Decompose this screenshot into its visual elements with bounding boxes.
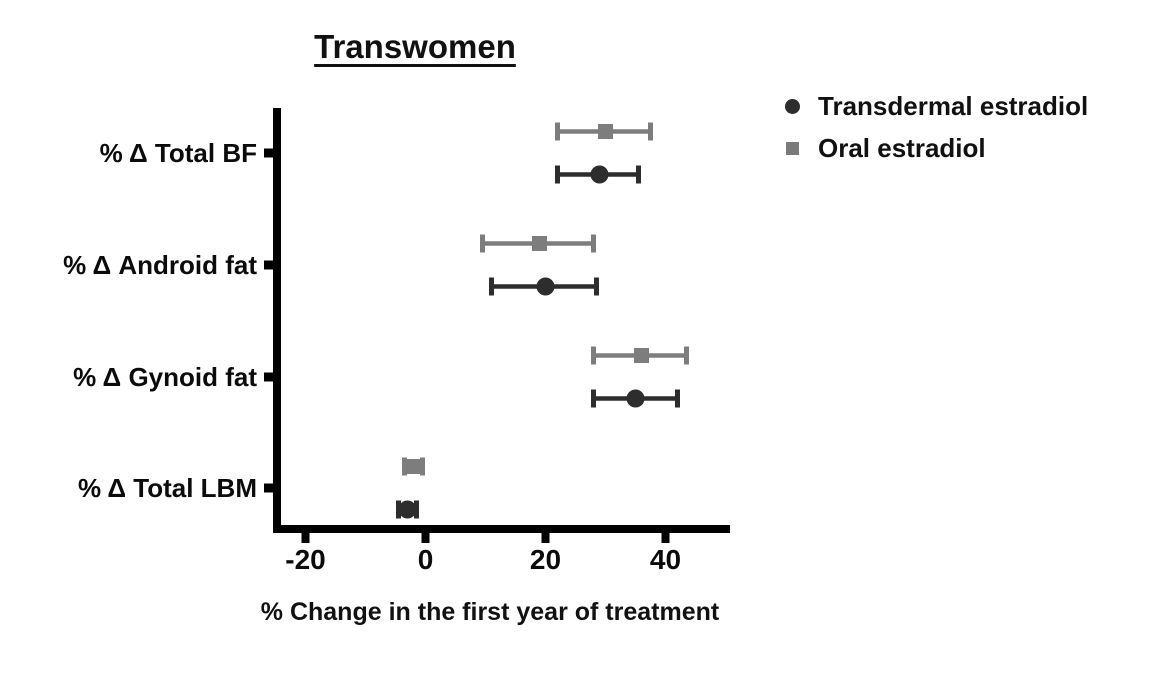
category-label: % Δ Total BF bbox=[100, 138, 257, 168]
x-axis-line bbox=[273, 525, 730, 533]
y-tick bbox=[264, 372, 273, 382]
y-tick bbox=[264, 260, 273, 270]
y-axis-line bbox=[273, 108, 281, 533]
circle-marker-icon bbox=[784, 98, 800, 114]
oral-estradiol-marker-icon bbox=[784, 132, 800, 164]
x-tick bbox=[421, 533, 430, 543]
data-point-square bbox=[406, 459, 421, 474]
square-marker-icon bbox=[785, 141, 799, 155]
chart-title: Transwomen bbox=[314, 28, 516, 65]
data-point-square bbox=[598, 124, 613, 139]
data-point-circle bbox=[626, 389, 645, 408]
data-point-square bbox=[634, 348, 649, 363]
data-point-circle bbox=[398, 500, 417, 519]
x-tick bbox=[301, 533, 310, 543]
y-tick bbox=[264, 483, 273, 493]
legend-label-transdermal-estradiol: Transdermal estradiol bbox=[818, 90, 1089, 121]
x-tick bbox=[541, 533, 550, 543]
legend-item-oral-estradiol: Oral estradiol bbox=[784, 132, 986, 164]
x-tick-label: 0 bbox=[418, 544, 434, 575]
data-point-circle bbox=[590, 165, 609, 184]
legend-item-transdermal-estradiol: Transdermal estradiol bbox=[784, 90, 1088, 122]
x-tick-label: 40 bbox=[650, 544, 681, 575]
x-tick-label: 20 bbox=[530, 544, 561, 575]
data-point-circle bbox=[536, 277, 555, 296]
x-tick-label: -20 bbox=[285, 544, 325, 575]
category-label: % Δ Gynoid fat bbox=[73, 362, 257, 392]
transdermal-estradiol-marker-icon bbox=[784, 90, 800, 122]
category-label: % Δ Total LBM bbox=[78, 473, 257, 503]
legend-label-oral-estradiol: Oral estradiol bbox=[818, 132, 986, 163]
x-axis-label: % Change in the first year of treatment bbox=[260, 598, 720, 626]
x-tick bbox=[661, 533, 670, 543]
y-tick bbox=[264, 148, 273, 158]
data-point-square bbox=[532, 236, 547, 251]
category-label: % Δ Android fat bbox=[63, 250, 257, 280]
